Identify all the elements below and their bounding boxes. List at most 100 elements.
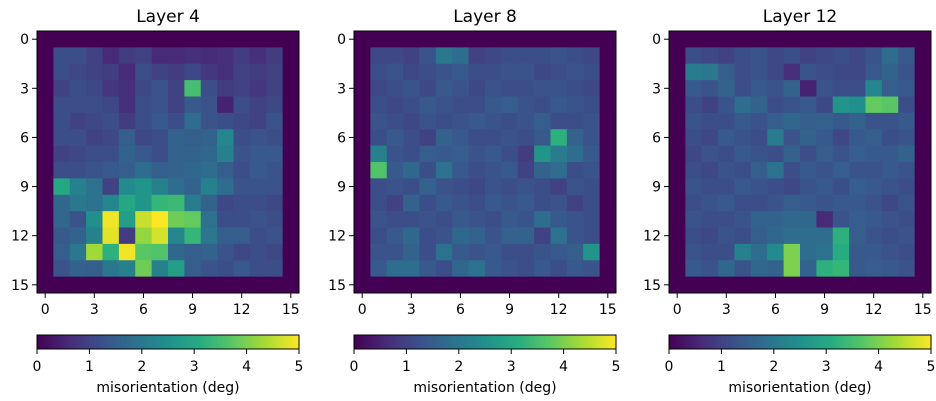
heatmap-cell xyxy=(53,162,71,179)
heatmap-cell xyxy=(849,145,866,163)
heatmap-cell xyxy=(86,145,103,163)
heatmap-cell xyxy=(718,96,735,114)
heatmap-cell xyxy=(69,63,87,81)
heatmap-cell xyxy=(501,178,519,196)
heatmap-cell xyxy=(832,276,850,294)
heatmap-cell xyxy=(151,129,169,146)
heatmap-cell xyxy=(69,145,87,163)
heatmap-cell xyxy=(435,31,453,48)
heatmap-cell xyxy=(767,260,784,277)
heatmap-cell xyxy=(566,243,584,261)
heatmap-cell xyxy=(266,145,283,163)
heatmap-cell xyxy=(419,260,437,277)
heatmap-cell xyxy=(685,112,703,130)
heatmap-cell xyxy=(534,178,551,196)
heatmap-cell xyxy=(517,162,535,179)
heatmap-cell xyxy=(550,47,568,65)
heatmap-cell xyxy=(583,63,600,81)
heatmap-cell xyxy=(435,63,453,81)
heatmap-cell xyxy=(898,211,915,228)
y-tick-label: 3 xyxy=(652,81,661,97)
heatmap-cell xyxy=(914,276,932,294)
heatmap-cell xyxy=(849,260,866,277)
heatmap-cell xyxy=(86,80,103,97)
heatmap-cell xyxy=(750,47,768,65)
heatmap-cell xyxy=(217,227,234,245)
heatmap-cell xyxy=(217,96,234,114)
heatmap-cell xyxy=(386,194,404,212)
heatmap-cell xyxy=(69,96,87,114)
heatmap-cell xyxy=(517,145,535,163)
x-tick-label: 15 xyxy=(599,302,617,318)
axes-frame xyxy=(36,30,300,294)
heatmap-cell xyxy=(184,80,202,97)
heatmap-cell xyxy=(881,178,899,196)
heatmap-cell xyxy=(403,145,420,163)
heatmap-cell xyxy=(370,80,388,97)
heatmap-cell xyxy=(468,211,486,228)
heatmap-cell xyxy=(468,194,486,212)
heatmap-cell xyxy=(217,129,234,146)
heatmap-cell xyxy=(53,63,71,81)
x-tick-label: 6 xyxy=(456,302,465,318)
heatmap-cell xyxy=(832,211,850,228)
heatmap-cell xyxy=(783,129,801,146)
heatmap-cell xyxy=(69,194,87,212)
heatmap-cell xyxy=(386,31,404,48)
heatmap-cell xyxy=(849,129,866,146)
heatmap-cell xyxy=(734,227,752,245)
heatmap-cell xyxy=(118,243,136,261)
y-tick-label: 15 xyxy=(643,278,661,294)
heatmap-cell xyxy=(419,63,437,81)
heatmap-cell xyxy=(354,211,371,228)
heatmap-cell xyxy=(249,243,267,261)
heatmap-cell xyxy=(118,47,136,65)
heatmap-cell xyxy=(534,80,551,97)
heatmap-cell xyxy=(468,227,486,245)
heatmap-cell xyxy=(151,276,169,294)
heatmap-cell xyxy=(69,243,87,261)
colorbar-tick-label: 4 xyxy=(242,359,251,375)
colorbar: 0 1 2 3 4 5 misorientation (deg) xyxy=(665,334,935,396)
heatmap-cells xyxy=(669,31,932,294)
heatmap-cell xyxy=(566,162,584,179)
heatmap-cell xyxy=(750,112,768,130)
heatmap-cell xyxy=(151,145,169,163)
heatmap-cell xyxy=(282,96,300,114)
heatmap-cell xyxy=(370,63,388,81)
heatmap-cell xyxy=(233,129,251,146)
heatmap-cell xyxy=(849,276,866,294)
heatmap-cell xyxy=(865,260,883,277)
heatmap-cell xyxy=(832,145,850,163)
x-tick-label: 3 xyxy=(407,302,416,318)
heatmap-cell xyxy=(354,227,371,245)
heatmap-cell xyxy=(249,96,267,114)
heatmap-cell xyxy=(750,145,768,163)
heatmap-cell xyxy=(282,47,300,65)
heatmap-cell xyxy=(37,276,54,294)
heatmap-cell xyxy=(816,129,834,146)
heatmap-cell xyxy=(184,47,202,65)
heatmap-cell xyxy=(118,31,136,48)
heatmap-cell xyxy=(249,178,267,196)
heatmap-cell xyxy=(370,178,388,196)
heatmap-cell xyxy=(800,63,817,81)
heatmap-cell xyxy=(767,178,784,196)
colorbar-tick-label: 4 xyxy=(874,359,883,375)
heatmap-cell xyxy=(217,276,234,294)
heatmap-cell xyxy=(669,31,686,48)
heatmap-cell xyxy=(485,260,502,277)
heatmap-cell xyxy=(914,260,932,277)
heatmap-cell xyxy=(102,260,120,277)
heatmap-cell xyxy=(184,194,202,212)
heatmap-cell xyxy=(468,47,486,65)
heatmap-cell xyxy=(767,162,784,179)
heatmap-cell xyxy=(435,178,453,196)
heatmap-cell xyxy=(816,194,834,212)
heatmap-cell xyxy=(386,80,404,97)
heatmap-cell xyxy=(370,162,388,179)
panel-title: Layer 12 xyxy=(763,7,837,27)
y-tick-label: 0 xyxy=(337,32,346,48)
heatmap-cell xyxy=(750,31,768,48)
